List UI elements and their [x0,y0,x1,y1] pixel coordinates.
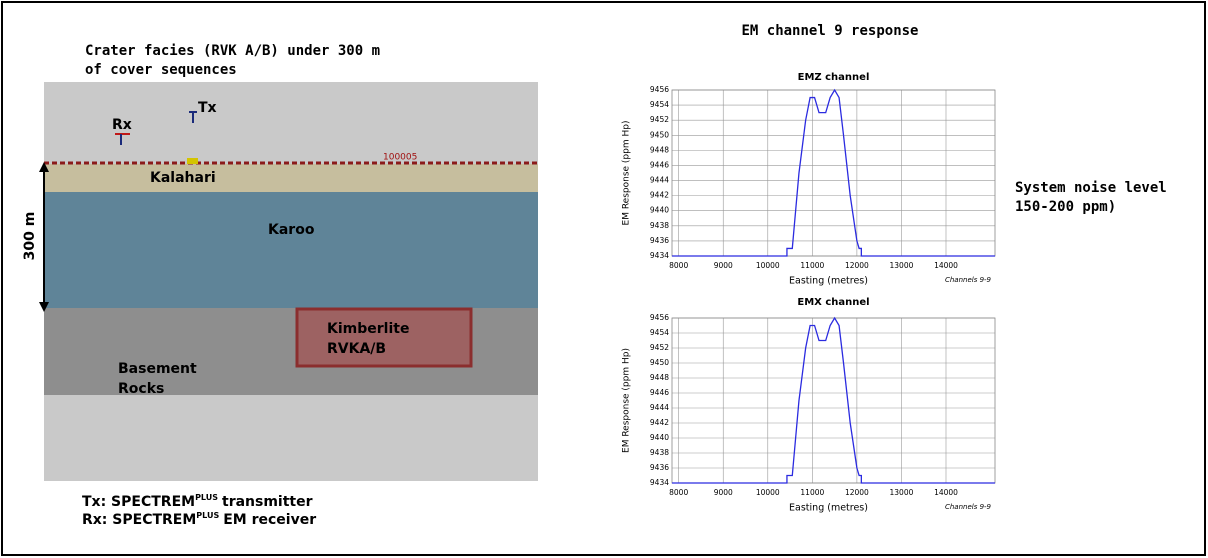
line-label: 100005 [383,153,417,163]
chart-note: Channels 9-9 [945,503,992,511]
y-tick-label: 9442 [650,191,669,200]
marker [187,158,198,164]
legend-text: EM receiver [223,512,316,528]
y-tick-label: 9448 [650,373,669,382]
y-tick-label: 9444 [650,403,669,412]
y-tick-label: 9446 [650,160,669,169]
legend-sup: PLUS [196,511,219,520]
y-tick-label: 9438 [650,221,669,230]
layer-label: Kalahari [150,170,216,186]
slide: EM channel 9 response Crater facies (RVK… [0,0,1208,558]
y-axis-label: EM Response (ppm Hp) [622,121,632,226]
layer-label: Karoo [268,222,315,238]
karoo-layer [44,192,538,308]
y-tick-label: 9440 [650,433,669,442]
x-tick-label: 12000 [845,488,869,497]
chart-title: EMZ channel [798,72,870,83]
section-title: of cover sequences [85,62,237,78]
x-tick-label: 9000 [714,488,733,497]
y-tick-label: 9436 [650,236,669,245]
kalahari-layer [44,164,538,192]
y-tick-label: 9448 [650,145,669,154]
y-tick-label: 9444 [650,176,669,185]
x-tick-label: 14000 [934,261,958,270]
noise-note: 150-200 ppm) [1015,199,1116,215]
y-tick-label: 9450 [650,358,669,367]
x-tick-label: 10000 [756,488,780,497]
y-tick-label: 9438 [650,448,669,457]
y-tick-label: 9434 [650,478,669,487]
chart-note: Channels 9-9 [945,276,992,284]
x-tick-label: 10000 [756,261,780,270]
chart-title: EMX channel [797,297,869,308]
y-tick-label: 9456 [650,85,669,94]
x-axis-label: Easting (metres) [789,503,868,514]
legend-text: transmitter [222,494,313,510]
y-tick-label: 9452 [650,343,669,352]
lower-layer [44,395,538,481]
layer-label: Basement [118,361,197,377]
tx-label: Tx [198,100,217,116]
x-tick-label: 13000 [890,488,914,497]
y-tick-label: 9450 [650,130,669,139]
y-axis-label: EM Response (ppm Hp) [622,348,632,453]
y-tick-label: 9440 [650,206,669,215]
y-tick-label: 9442 [650,418,669,427]
rx-label: Rx [112,117,132,133]
layer-label: Kimberlite [327,321,409,337]
x-tick-label: 9000 [714,261,733,270]
x-tick-label: 8000 [669,261,688,270]
noise-note: System noise level [1015,180,1167,196]
y-tick-label: 9436 [650,463,669,472]
y-tick-label: 9446 [650,388,669,397]
kimberlite-body [297,309,471,366]
x-tick-label: 11000 [800,488,824,497]
x-tick-label: 11000 [800,261,824,270]
x-tick-label: 13000 [890,261,914,270]
y-tick-label: 9452 [650,115,669,124]
y-tick-label: 9454 [650,100,669,109]
x-axis-label: Easting (metres) [789,276,868,287]
x-tick-label: 12000 [845,261,869,270]
legend-sup: PLUS [195,493,218,502]
section-title: Crater facies (RVK A/B) under 300 m [85,43,380,59]
legend-text: Rx: SPECTREM [82,512,196,528]
y-tick-label: 9434 [650,251,669,260]
x-tick-label: 8000 [669,488,688,497]
x-tick-label: 14000 [934,488,958,497]
y-tick-label: 9456 [650,313,669,322]
legend-text: Tx: SPECTREM [82,494,195,510]
layer-label: RVKA/B [327,341,386,357]
layer-label: Rocks [118,381,164,397]
slide-title: EM channel 9 response [741,23,918,39]
y-tick-label: 9454 [650,328,669,337]
depth-label: 300 m [22,212,38,261]
